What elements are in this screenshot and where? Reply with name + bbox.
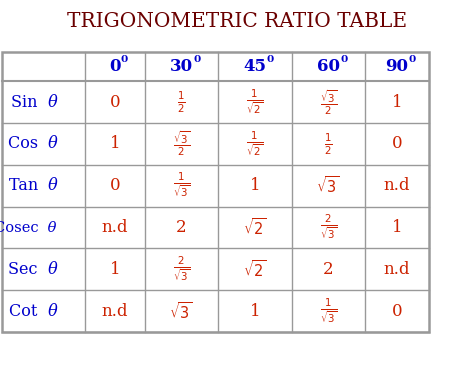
Text: 0: 0: [392, 303, 402, 320]
Text: 0: 0: [392, 135, 402, 152]
Text: $\frac{1}{2}$: $\frac{1}{2}$: [177, 89, 185, 115]
Text: $\sqrt{3}$: $\sqrt{3}$: [169, 301, 193, 322]
Text: 0: 0: [109, 58, 121, 75]
Text: θ: θ: [43, 303, 58, 320]
Text: 2: 2: [323, 261, 334, 278]
Text: 1: 1: [392, 219, 402, 236]
Text: Sec: Sec: [8, 261, 43, 278]
Text: $\frac{1}{\sqrt{3}}$: $\frac{1}{\sqrt{3}}$: [173, 171, 190, 200]
Text: Cot: Cot: [9, 303, 43, 320]
Text: 0: 0: [109, 94, 120, 111]
Text: 2: 2: [176, 219, 187, 236]
Text: 0: 0: [409, 55, 416, 63]
Text: 0: 0: [121, 55, 128, 63]
Text: $\frac{1}{\sqrt{2}}$: $\frac{1}{\sqrt{2}}$: [246, 87, 264, 117]
Text: 30: 30: [170, 58, 193, 75]
Text: $\frac{2}{\sqrt{3}}$: $\frac{2}{\sqrt{3}}$: [319, 213, 337, 242]
Text: 45: 45: [243, 58, 266, 75]
Text: 90: 90: [385, 58, 409, 75]
Text: n.d: n.d: [384, 177, 410, 194]
Text: Cos: Cos: [8, 135, 43, 152]
Text: 1: 1: [249, 303, 260, 320]
Text: 1: 1: [392, 94, 402, 111]
Text: θ: θ: [43, 261, 58, 278]
Text: $\frac{1}{\sqrt{3}}$: $\frac{1}{\sqrt{3}}$: [319, 296, 337, 326]
Text: Cosec: Cosec: [0, 221, 43, 235]
Text: 0: 0: [340, 55, 347, 63]
Text: $\frac{2}{\sqrt{3}}$: $\frac{2}{\sqrt{3}}$: [173, 255, 190, 284]
Text: 1: 1: [109, 135, 120, 152]
Text: θ: θ: [43, 94, 58, 111]
Text: $\sqrt{2}$: $\sqrt{2}$: [243, 259, 267, 280]
Text: Sin: Sin: [11, 94, 43, 111]
Text: $\frac{\sqrt{3}}{2}$: $\frac{\sqrt{3}}{2}$: [319, 88, 337, 116]
Text: 0: 0: [193, 55, 201, 63]
Text: n.d: n.d: [102, 219, 128, 236]
Bar: [2, 52, 429, 332]
Text: $\sqrt{2}$: $\sqrt{2}$: [243, 217, 267, 238]
Text: 0: 0: [267, 55, 274, 63]
Text: 1: 1: [109, 261, 120, 278]
Text: θ: θ: [43, 221, 56, 235]
Text: $\frac{1}{\sqrt{2}}$: $\frac{1}{\sqrt{2}}$: [246, 129, 264, 159]
Text: $\frac{\sqrt{3}}{2}$: $\frac{\sqrt{3}}{2}$: [173, 130, 190, 158]
Text: θ: θ: [43, 135, 58, 152]
Text: 1: 1: [249, 177, 260, 194]
Text: 60: 60: [317, 58, 340, 75]
Text: Tan: Tan: [9, 177, 43, 194]
Text: n.d: n.d: [384, 261, 410, 278]
Text: n.d: n.d: [102, 303, 128, 320]
Text: θ: θ: [43, 177, 58, 194]
Text: 0: 0: [109, 177, 120, 194]
Text: $\frac{1}{2}$: $\frac{1}{2}$: [324, 131, 332, 157]
Text: $\sqrt{3}$: $\sqrt{3}$: [316, 175, 340, 196]
Text: TRIGONOMETRIC RATIO TABLE: TRIGONOMETRIC RATIO TABLE: [67, 12, 407, 31]
